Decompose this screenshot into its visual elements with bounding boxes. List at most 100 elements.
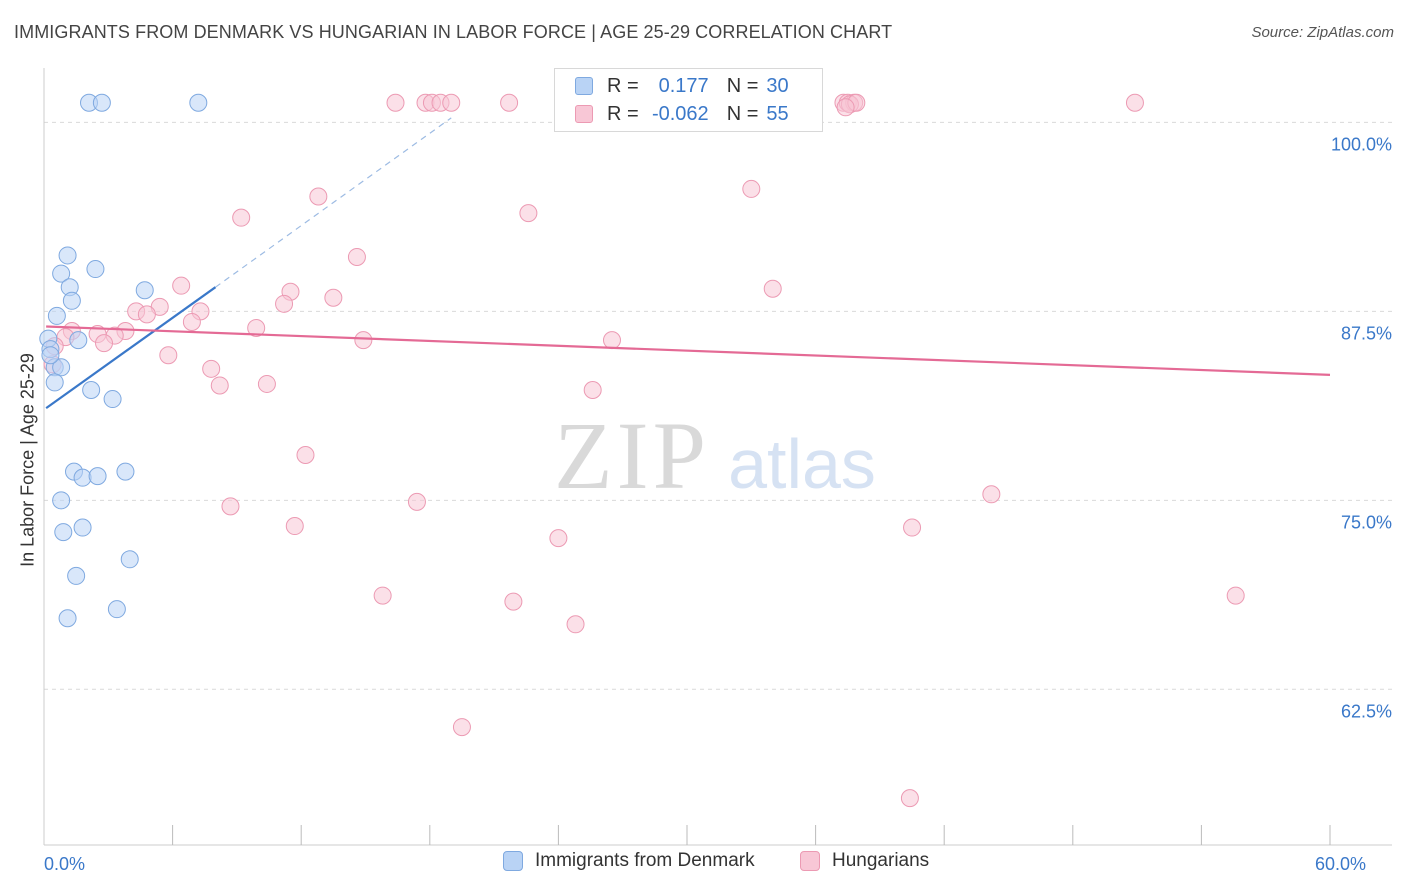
y-axis-label: In Labor Force | Age 25-29	[17, 353, 38, 567]
axis-labels: 100.0% 87.5% 75.0% 62.5% 0.0% 60.0%	[44, 134, 1392, 874]
denmark-data-point[interactable]	[120, 550, 139, 569]
hungarians-data-point[interactable]	[566, 615, 585, 634]
hungarians-data-point[interactable]	[549, 529, 568, 548]
watermark-zip: ZIP	[554, 402, 710, 509]
denmark-data-point[interactable]	[92, 93, 111, 112]
r-label: R =	[607, 74, 639, 97]
series-legend: Immigrants from Denmark Hungarians	[0, 850, 1406, 878]
x-tick-label: 60.0%	[1315, 854, 1366, 874]
x-tick-label: 0.0%	[44, 854, 85, 874]
hungarians-data-point[interactable]	[159, 346, 178, 365]
hungarians-data-point[interactable]	[95, 334, 114, 353]
r-value: 0.177	[658, 74, 709, 97]
stats-legend: R = 0.177 N = 30 R = -0.062 N = 55	[554, 68, 823, 132]
denmark-data-point[interactable]	[52, 264, 71, 283]
hungarians-data-point[interactable]	[202, 359, 221, 378]
denmark-data-point[interactable]	[52, 491, 71, 510]
hungarians-data-point[interactable]	[583, 380, 602, 399]
legend-item-hungarians[interactable]: Hungarians	[800, 850, 929, 872]
stats-row-hungarians: R = -0.062 N = 55	[575, 101, 789, 127]
hungarians-data-point[interactable]	[172, 276, 191, 295]
denmark-trend-extension	[215, 117, 452, 288]
hungarians-data-point[interactable]	[500, 93, 519, 112]
hungarians-data-point[interactable]	[519, 204, 538, 223]
hungarians-data-point[interactable]	[442, 93, 461, 112]
denmark-data-point[interactable]	[41, 346, 60, 365]
denmark-data-point[interactable]	[107, 600, 126, 619]
denmark-data-point[interactable]	[58, 246, 77, 265]
denmark-data-point[interactable]	[116, 462, 135, 481]
hungarians-data-point[interactable]	[504, 592, 523, 611]
hungarians-data-point[interactable]	[354, 331, 373, 350]
legend-label-hungarians: Hungarians	[832, 850, 930, 871]
trend-lines	[45, 117, 1331, 410]
hungarians-data-point[interactable]	[275, 294, 294, 313]
hungarians-data-point[interactable]	[309, 187, 328, 206]
hungarians-data-point[interactable]	[900, 789, 919, 808]
chart-title: IMMIGRANTS FROM DENMARK VS HUNGARIAN IN …	[14, 22, 893, 42]
hungarians-data-point[interactable]	[742, 179, 761, 198]
y-tick-label: 100.0%	[1331, 134, 1392, 154]
hungarians-data-point[interactable]	[232, 208, 251, 227]
legend-item-denmark[interactable]: Immigrants from Denmark	[503, 850, 755, 872]
hungarians-data-point[interactable]	[1226, 586, 1245, 605]
denmark-points	[39, 93, 208, 628]
grid-lines	[44, 121, 1392, 690]
n-label: N =	[726, 74, 759, 97]
hungarians-data-point[interactable]	[347, 247, 366, 266]
denmark-data-point[interactable]	[73, 468, 92, 487]
denmark-data-point[interactable]	[58, 609, 77, 628]
n-value: 55	[766, 102, 789, 125]
hungarians-data-point[interactable]	[602, 331, 621, 350]
hungarians-data-point[interactable]	[221, 497, 240, 516]
denmark-data-point[interactable]	[86, 260, 105, 279]
denmark-data-point[interactable]	[45, 373, 64, 392]
axes	[43, 68, 1392, 846]
hungarians-data-point[interactable]	[324, 288, 343, 307]
denmark-swatch	[575, 77, 593, 95]
hungarians-data-point[interactable]	[982, 485, 1001, 504]
hungarians-swatch	[575, 105, 593, 123]
hungarians-data-point[interactable]	[452, 718, 471, 737]
denmark-data-point[interactable]	[62, 291, 81, 310]
denmark-data-point[interactable]	[88, 467, 107, 486]
denmark-data-point[interactable]	[69, 331, 88, 350]
watermark-atlas: atlas	[728, 425, 876, 503]
hungarians-data-point[interactable]	[257, 374, 276, 393]
hungarians-legend-swatch	[800, 851, 820, 871]
denmark-data-point[interactable]	[54, 523, 73, 542]
hungarians-data-point[interactable]	[386, 93, 405, 112]
hungarians-data-point[interactable]	[1125, 93, 1144, 112]
denmark-data-point[interactable]	[52, 358, 71, 377]
denmark-data-point[interactable]	[135, 281, 154, 300]
hungarians-data-point[interactable]	[407, 492, 426, 511]
hungarians-data-point[interactable]	[210, 376, 229, 395]
denmark-data-point[interactable]	[73, 518, 92, 537]
hungarians-data-point[interactable]	[247, 319, 266, 338]
denmark-legend-swatch	[503, 851, 523, 871]
denmark-trend-line	[45, 286, 217, 410]
hungarians-data-point[interactable]	[182, 312, 201, 331]
denmark-data-point[interactable]	[82, 380, 101, 399]
hungarians-data-point[interactable]	[296, 445, 315, 464]
y-tick-label: 62.5%	[1341, 701, 1392, 721]
hungarians-data-point[interactable]	[137, 305, 156, 324]
y-tick-label: 87.5%	[1341, 323, 1392, 343]
stats-row-denmark: R = 0.177 N = 30	[575, 73, 789, 99]
denmark-data-point[interactable]	[189, 93, 208, 112]
r-label: R =	[607, 102, 639, 125]
denmark-data-point[interactable]	[103, 390, 122, 409]
denmark-data-point[interactable]	[47, 306, 66, 325]
hungarians-data-point[interactable]	[836, 98, 855, 117]
n-label: N =	[726, 102, 759, 125]
hungarians-data-point[interactable]	[373, 586, 392, 605]
watermark: ZIP atlas	[554, 402, 876, 509]
hungarians-data-point[interactable]	[285, 517, 304, 536]
source-label: Source: ZipAtlas.com	[1251, 24, 1394, 41]
hungarians-data-point[interactable]	[903, 518, 922, 537]
legend-label-denmark: Immigrants from Denmark	[535, 850, 755, 871]
r-value: -0.062	[651, 102, 709, 125]
denmark-data-point[interactable]	[67, 566, 86, 585]
hungarians-data-point[interactable]	[763, 279, 782, 298]
